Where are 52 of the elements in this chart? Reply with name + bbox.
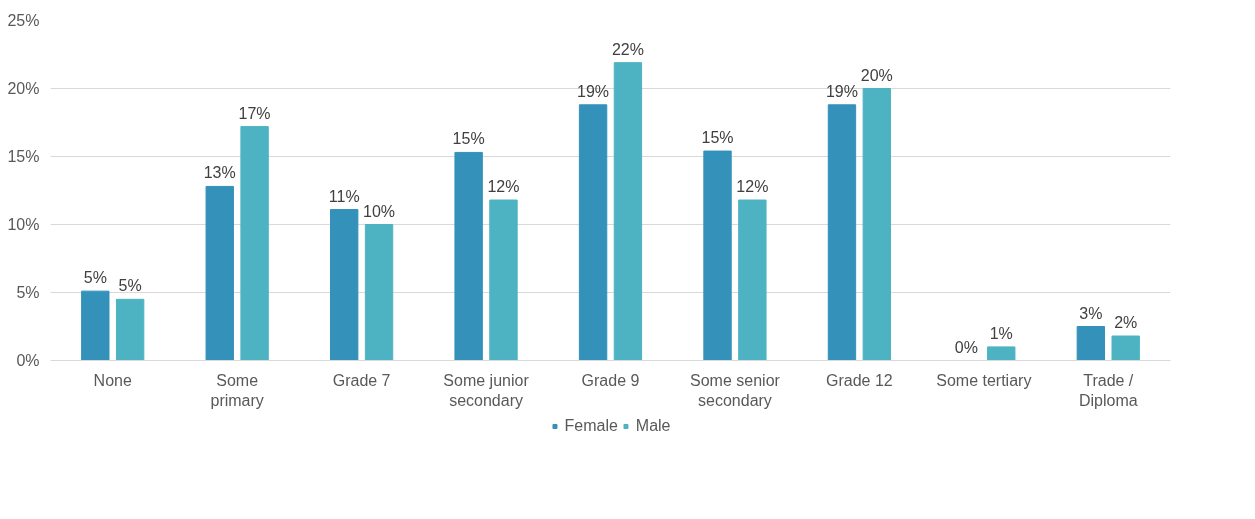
data-label: 0% [954,338,978,356]
bar [1076,326,1106,361]
x-tick-label: Some senior secondary [690,371,781,409]
bar [330,209,359,361]
y-tick-label: 15% [7,148,40,165]
data-label: 3% [1079,304,1103,322]
bar [1111,335,1140,361]
data-label: 12% [487,178,520,196]
data-label: 15% [452,130,485,148]
data-label: 15% [701,129,734,147]
data-label: 5% [83,269,107,287]
x-tick-label: None [93,371,132,389]
data-label: 2% [1114,314,1138,332]
bar [827,104,857,361]
data-label: 1% [989,324,1013,342]
bar [738,199,767,361]
bar [578,104,608,361]
bar [703,150,732,361]
bar [115,298,145,361]
bar [81,290,110,361]
y-tick-label: 20% [7,80,40,97]
data-label: 13% [203,164,236,182]
legend-label: Male [635,417,671,435]
x-tick-label: Grade 12 [826,371,893,389]
data-label: 22% [611,40,644,58]
bar [454,151,483,361]
data-label: 5% [118,277,142,295]
bar [862,88,891,361]
data-label: 17% [238,104,271,122]
x-tick-label: Some primary [210,371,264,409]
bar [364,224,394,361]
data-label: 10% [363,202,396,220]
data-label: 19% [825,82,858,100]
data-label: 20% [860,66,893,84]
x-tick-label: Grade 9 [581,371,640,389]
y-tick-label: 10% [7,216,40,233]
data-label: 12% [736,178,769,196]
bar [240,126,269,361]
x-tick-label: Some tertiary [936,371,1032,389]
y-tick-label: 0% [16,352,40,369]
legend-label: Female [564,417,618,435]
bar [613,62,643,361]
y-tick-label: 5% [16,284,40,301]
data-label: 19% [577,82,610,100]
y-tick-label: 25% [7,12,40,29]
bar [489,199,518,361]
bar [205,185,234,361]
x-tick-label: Some junior secondary [443,371,530,409]
data-label: 11% [328,187,360,205]
bar [987,346,1016,361]
x-tick-label: Trade / Diploma [1078,371,1138,409]
x-tick-label: Grade 7 [332,371,391,389]
